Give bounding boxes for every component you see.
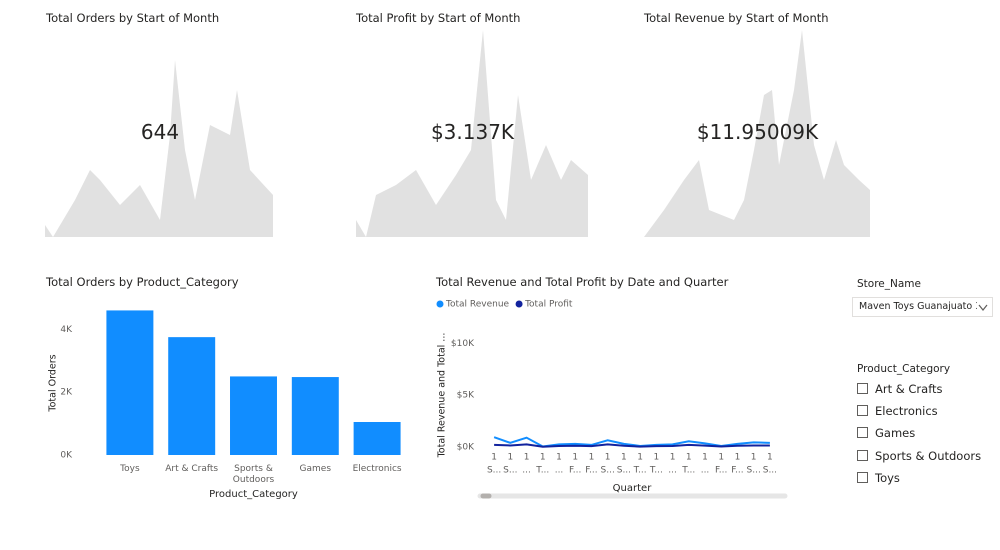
x-tick-sublabel: T...	[535, 466, 549, 476]
y-axis-label: Total Revenue and Total ...	[437, 333, 448, 459]
slicer-item-label: Sports & Outdoors	[875, 448, 982, 463]
x-tick-label: Toys	[120, 464, 140, 474]
x-tick-label: 1	[637, 453, 643, 463]
x-tick-sublabel: ...	[668, 466, 677, 476]
card-title: Total Revenue by Start of Month	[644, 11, 829, 25]
x-tick-sublabel: T...	[633, 466, 647, 476]
bar	[230, 376, 277, 455]
x-tick-label: 1	[751, 453, 757, 463]
x-tick-label: 1	[589, 453, 595, 463]
y-tick-label: 4K	[60, 325, 73, 335]
slicer-item-label: Toys	[875, 470, 900, 485]
dropdown-value: Maven Toys Guanajuato 3	[859, 301, 977, 312]
x-tick-sublabel: ...	[555, 466, 564, 476]
slicer-item-label: Electronics	[875, 404, 938, 419]
x-tick-sublabel: S...	[763, 466, 777, 476]
card-sparkline	[644, 30, 870, 237]
x-tick-label: 1	[556, 453, 562, 463]
bar	[353, 422, 401, 455]
x-tick-label: 1	[767, 453, 773, 463]
x-tick-sublabel: ...	[522, 466, 531, 476]
x-axis-label: Quarter	[613, 483, 653, 494]
x-tick-label: 1	[524, 453, 530, 463]
x-tick-label: 1	[735, 453, 741, 463]
line-series	[494, 443, 770, 448]
x-tick-sublabel: F...	[569, 466, 581, 476]
x-tick-sublabel: S...	[503, 466, 517, 476]
card-title: Total Profit by Start of Month	[356, 11, 521, 25]
x-tick-sublabel: T...	[681, 466, 695, 476]
x-tick-label: 1	[718, 453, 724, 463]
x-tick-label: Electronics	[352, 464, 402, 474]
legend-marker	[515, 300, 523, 308]
checkbox[interactable]	[857, 383, 868, 394]
x-tick-label: 1	[686, 453, 692, 463]
legend-marker	[436, 300, 444, 308]
x-tick-label: 1	[702, 453, 708, 463]
slicer-title: Product_Category	[857, 363, 951, 375]
y-tick-label: $5K	[457, 391, 475, 401]
x-tick-label: 1	[653, 453, 659, 463]
bar	[106, 310, 154, 455]
y-tick-label: $0K	[457, 443, 475, 453]
y-tick-label: 2K	[60, 388, 73, 398]
chart-title: Total Revenue and Total Profit by Date a…	[436, 275, 729, 289]
bar	[168, 337, 216, 455]
x-tick-sublabel: F...	[585, 466, 597, 476]
chart-title: Total Orders by Product_Category	[46, 275, 239, 289]
checkbox[interactable]	[857, 471, 868, 483]
x-tick-label: 1	[605, 453, 611, 463]
x-tick-label: 1	[540, 453, 546, 463]
chevron	[978, 304, 988, 311]
x-tick-sublabel: F...	[731, 466, 743, 476]
checkbox[interactable]	[857, 405, 868, 417]
card-value: $11.95009K	[696, 120, 819, 144]
x-axis-label: Product_Category	[209, 489, 298, 500]
x-tick-sublabel: S...	[487, 466, 501, 476]
x-tick-label: Art & Crafts	[165, 464, 219, 474]
x-tick-label: 1	[572, 453, 578, 463]
x-tick-label: Games	[299, 464, 332, 474]
bar	[291, 377, 339, 455]
y-tick-label: $10K	[451, 339, 475, 349]
x-tick-sublabel: S...	[747, 466, 761, 476]
checkbox[interactable]	[857, 449, 868, 461]
x-tick-label: 1	[491, 453, 497, 463]
legend-label: Total Profit	[524, 300, 573, 310]
x-tick-sublabel: S...	[601, 466, 615, 476]
x-tick-sublabel: S...	[617, 466, 631, 476]
x-tick-sublabel: F...	[715, 466, 727, 476]
slicer-item-label: Games	[875, 426, 916, 441]
slicer-title: Store_Name	[857, 278, 921, 290]
checkbox[interactable]	[857, 427, 868, 439]
card-value: $3.137K	[430, 120, 515, 144]
y-tick-label: 0K	[60, 451, 73, 461]
x-tick-label: 1	[507, 453, 513, 463]
x-tick-sublabel: ...	[701, 466, 710, 476]
card-sparkline	[356, 30, 588, 237]
x-tick-label: 1	[670, 453, 676, 463]
card-sparkline	[45, 60, 273, 237]
card-value: 644	[140, 120, 180, 144]
card-title: Total Orders by Start of Month	[46, 11, 220, 25]
x-tick-label: 1	[621, 453, 627, 463]
x-tick-sublabel: T...	[649, 466, 663, 476]
legend-label: Total Revenue	[445, 300, 510, 310]
y-axis-label: Total Orders	[48, 354, 59, 412]
x-tick-label: Sports & Outdoors	[232, 464, 275, 485]
slicer-item-label: Art & Crafts	[875, 382, 943, 396]
dropdown[interactable]: Maven Toys Guanajuato 3	[852, 297, 993, 317]
